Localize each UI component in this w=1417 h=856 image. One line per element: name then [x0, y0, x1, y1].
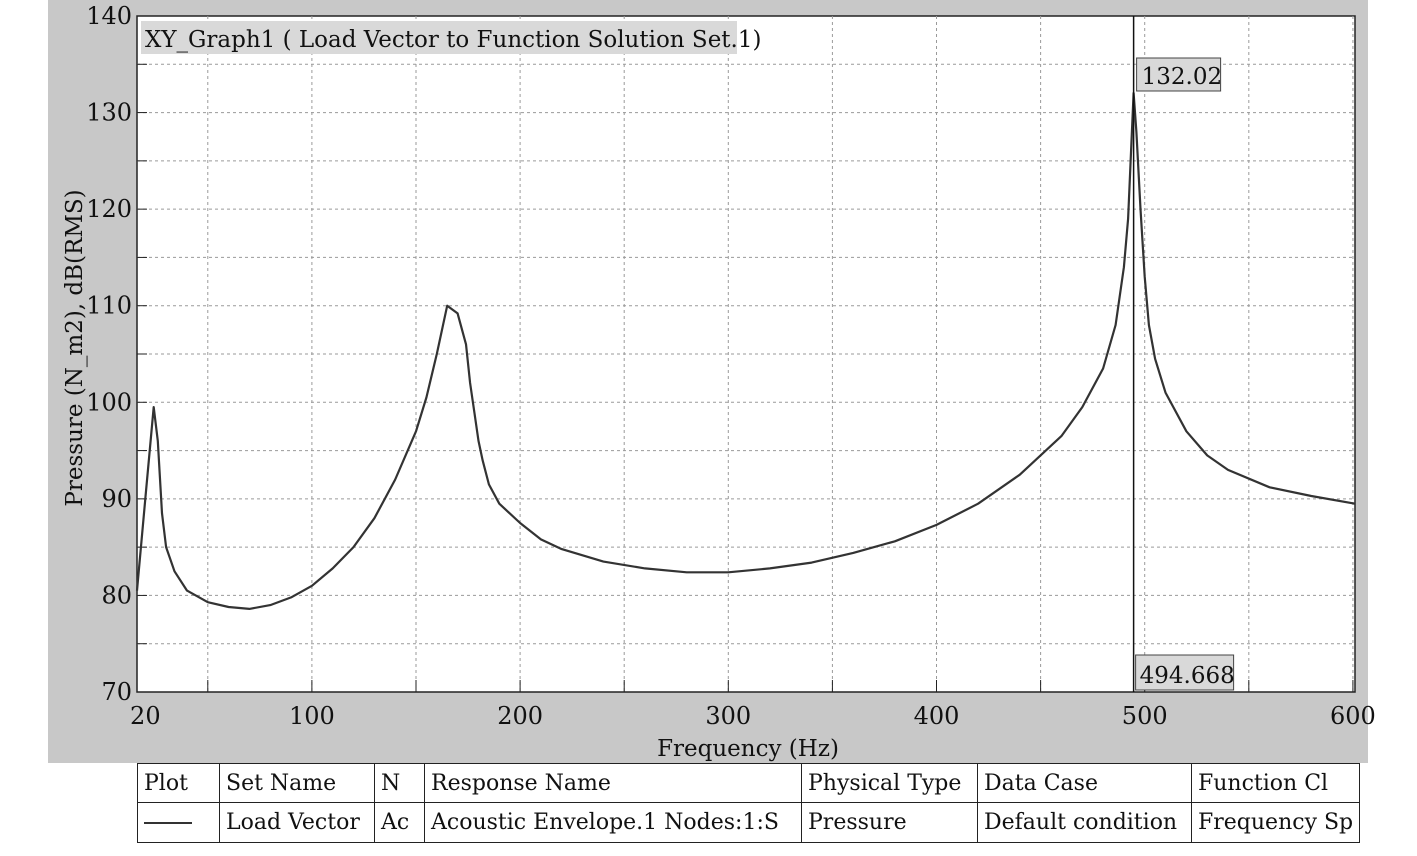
graph-title: XY_Graph1 ( Load Vector to Function Solu… [145, 27, 761, 53]
y-tick-label: 110 [86, 292, 132, 320]
legend-plot-swatch [137, 802, 220, 843]
peak-value-box [1136, 57, 1222, 92]
y-tick-label: 100 [86, 388, 132, 416]
x-tick-label: 100 [289, 702, 335, 730]
xy-graph: 20 100 200 300 400 500 600 70 80 90 100 110 120 130 14… [48, 0, 1376, 763]
col-header-set-name[interactable]: Set Name [219, 763, 375, 803]
x-tick-label: 200 [497, 702, 543, 730]
x-tick-label: 20 [130, 702, 161, 730]
cursor-frequency-label: 494.668 [1140, 663, 1235, 689]
y-tick-label: 80 [101, 581, 132, 609]
y-tick-label: 70 [101, 678, 132, 706]
col-header-physical-type[interactable]: Physical Type [801, 763, 978, 803]
legend-set-name: Load Vector [219, 802, 375, 843]
col-header-plot[interactable]: Plot [137, 763, 220, 803]
legend-n: Ac [374, 802, 425, 843]
line-swatch [144, 822, 192, 824]
col-header-n[interactable]: N [374, 763, 425, 803]
y-tick-label: 90 [101, 485, 132, 513]
grid [137, 16, 1355, 692]
axis-ticks: 20 100 200 300 400 500 600 70 80 90 100 110 120 130 14… [86, 2, 1376, 730]
x-tick-label: 300 [705, 702, 751, 730]
x-tick-label: 500 [1122, 702, 1168, 730]
x-axis-title: Frequency (Hz) [657, 736, 839, 762]
graph-title-bg [141, 21, 737, 54]
series-layer [135, 91, 1356, 611]
peak-value-label: 132.02 [1142, 64, 1222, 90]
col-header-function-class[interactable]: Function Cl [1190, 763, 1361, 803]
y-tick-label: 130 [86, 99, 132, 127]
cursor-frequency-box [1135, 654, 1235, 691]
x-tick-label: 600 [1330, 702, 1376, 730]
legend-table[interactable]: Plot Set Name N Response Name Physical T… [137, 763, 1361, 843]
col-header-data-case[interactable]: Data Case [977, 763, 1192, 803]
y-tick-label: 140 [86, 2, 132, 30]
legend-response-name: Acoustic Envelope.1 Nodes:1:S [424, 802, 802, 843]
y-tick-label: 120 [86, 195, 132, 223]
series-line [135, 91, 1356, 611]
legend-data-case: Default condition [977, 802, 1192, 843]
y-axis-title: Pressure (N_m2), dB(RMS) [62, 189, 88, 506]
legend-row[interactable]: Load Vector Ac Acoustic Envelope.1 Nodes… [137, 802, 1361, 843]
legend-header-row: Plot Set Name N Response Name Physical T… [137, 763, 1361, 803]
legend-function-class: Frequency Sp [1190, 802, 1361, 843]
col-header-response-name[interactable]: Response Name [424, 763, 802, 803]
marker-layer: 132.02 494.668 [1132, 16, 1235, 692]
x-tick-label: 400 [914, 702, 960, 730]
legend-physical-type: Pressure [801, 802, 978, 843]
